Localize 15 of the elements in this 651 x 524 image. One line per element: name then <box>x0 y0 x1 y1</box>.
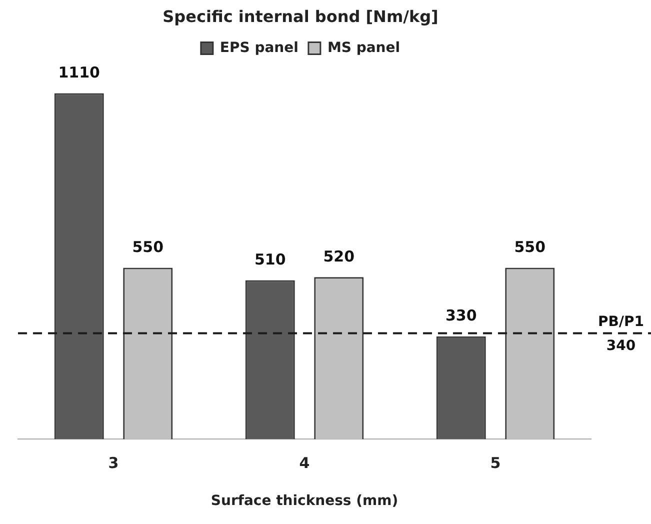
data-label: 1110 <box>58 64 100 82</box>
data-label: 550 <box>514 238 546 256</box>
x-tick-label: 3 <box>108 454 119 472</box>
legend-label: MS panel <box>327 40 400 56</box>
data-label: 520 <box>323 248 355 266</box>
annotation: 340 <box>606 338 636 354</box>
chart-title: Specific internal bond [Nm/kg] <box>162 6 438 26</box>
x-tick-label: 5 <box>490 454 501 472</box>
data-label: 330 <box>445 306 477 325</box>
data-label: 550 <box>132 238 164 256</box>
data-label: 510 <box>254 250 286 269</box>
ref-line-label: PB/P1 <box>598 314 644 330</box>
legend-label: EPS panel <box>220 40 298 56</box>
x-tick-label: 4 <box>299 454 310 472</box>
x-axis-title: Surface thickness (mm) <box>210 493 398 510</box>
